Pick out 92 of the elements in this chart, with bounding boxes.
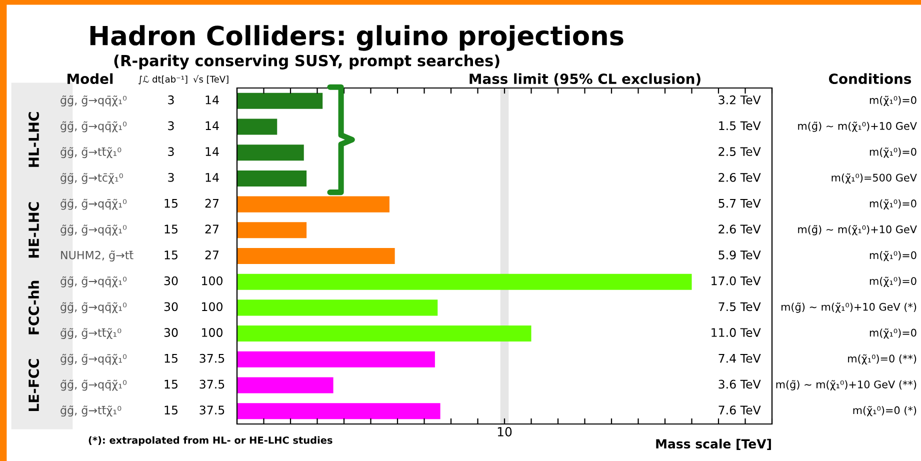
- text: √s [TeV]: [193, 75, 228, 84]
- bar: [237, 377, 334, 394]
- text: 30: [164, 302, 178, 312]
- text: m(χ̃₁⁰)=0: [870, 199, 916, 210]
- text: HL-LHC: [28, 112, 40, 167]
- text: 15: [164, 198, 178, 208]
- text: m(χ̃₁⁰)=0: [870, 147, 916, 158]
- text: m(g̃) ~ m(χ̃₁⁰)+10 GeV (*): [782, 302, 916, 313]
- text: HE-LHC: [28, 202, 40, 258]
- text: 14: [206, 121, 219, 130]
- bar: [237, 92, 323, 109]
- text: 15: [164, 380, 178, 389]
- data-label: 17.0 TeV: [712, 276, 761, 286]
- text: 3: [168, 172, 174, 182]
- data-label: 3.6 TeV: [718, 380, 761, 389]
- text: 100: [202, 328, 222, 337]
- y-tick-label: g̃g̃, g̃→qq̄χ̃₁⁰: [60, 224, 127, 236]
- y-tick-label: g̃g̃, g̃→tt̄χ̃₁⁰: [60, 406, 122, 417]
- text: 27: [205, 250, 218, 260]
- data-label: 5.9 TeV: [718, 250, 761, 260]
- data-label: 2.6 TeV: [718, 172, 761, 182]
- text: Conditions: [828, 73, 912, 84]
- text: 37.5: [200, 380, 224, 389]
- text: 3: [168, 121, 174, 130]
- text: 3: [168, 147, 174, 156]
- bar: [237, 300, 438, 316]
- bar: [237, 118, 278, 135]
- text: m(g̃) ~ m(χ̃₁⁰)+10 GeV: [798, 225, 917, 236]
- y-tick-label: g̃g̃, g̃→qq̄χ̃₁⁰: [60, 95, 127, 106]
- bar: [237, 326, 532, 342]
- y-tick-label: g̃g̃, g̃→tt̄χ̃₁⁰: [60, 328, 122, 340]
- data-label: 5.7 TeV: [718, 198, 761, 208]
- y-tick-label: g̃g̃, g̃→qq̄χ̃₁⁰: [60, 198, 127, 210]
- bar: [237, 403, 440, 420]
- text: LE-FCC: [28, 359, 40, 411]
- data-label: 7.4 TeV: [718, 354, 761, 363]
- text: 14: [206, 147, 219, 156]
- y-tick-label: g̃g̃, g̃→qq̄χ̃₁⁰: [60, 354, 127, 365]
- y-tick-label: g̃g̃, g̃→qq̄χ̃₁⁰: [60, 380, 127, 391]
- text: 15: [164, 224, 178, 234]
- text: Mass limit (95% CL exclusion): [470, 73, 700, 86]
- bar: [237, 351, 435, 368]
- y-tick-label: NUHM2, g̃→tt̄: [61, 250, 134, 262]
- text: 15: [164, 354, 178, 363]
- y-tick-label: g̃g̃, g̃→qq̄χ̃₁⁰: [60, 121, 127, 132]
- y-tick-label: g̃g̃, g̃→qq̄χ̃₁⁰: [60, 276, 127, 288]
- text: 30: [164, 276, 178, 286]
- text: m(χ̃₁⁰)=0: [870, 276, 916, 287]
- text: 37.5: [200, 354, 224, 363]
- bar: [237, 248, 395, 264]
- bar: [237, 196, 390, 212]
- text: m(χ̃₁⁰)=500 GeV: [832, 173, 917, 184]
- text: 15: [164, 406, 178, 414]
- text: 27: [205, 198, 218, 208]
- text: 14: [206, 96, 219, 104]
- text: 30: [164, 328, 178, 337]
- text: Model: [68, 73, 113, 84]
- chart-title: Hadron Colliders: gluino projections: [90, 25, 624, 51]
- y-tick-label: g̃g̃, g̃→tc̄χ̃₁⁰: [60, 172, 123, 184]
- text: FCC-hh: [28, 280, 40, 334]
- x-tick-label: 10: [498, 427, 512, 436]
- y-tick-label: g̃g̃, g̃→qq̄χ̃₁⁰: [60, 302, 127, 314]
- bar: [237, 222, 307, 238]
- bar: [237, 170, 307, 186]
- text: 27: [205, 224, 218, 234]
- text: 37.5: [200, 406, 224, 414]
- x-axis-title: Mass scale [TeV]: [656, 438, 771, 450]
- data-label: 1.5 TeV: [719, 121, 761, 130]
- data-label: 3.2 TeV: [718, 95, 761, 104]
- data-label: 7.5 TeV: [718, 302, 761, 312]
- text: m(g̃) ~ m(χ̃₁⁰)+10 GeV: [798, 122, 917, 132]
- chart-subtitle: (R-parity conserving SUSY, prompt searches): [114, 54, 500, 70]
- text: 15: [164, 250, 178, 260]
- text: m(χ̃₁⁰)=0 (*): [853, 406, 916, 416]
- y-tick-label: g̃g̃, g̃→tt̄χ̃₁⁰: [60, 147, 122, 158]
- data-label: 2.5 TeV: [718, 147, 761, 156]
- text: m(χ̃₁⁰)=0 (**): [848, 354, 916, 365]
- text: m(g̃) ~ m(χ̃₁⁰)+10 GeV (**): [776, 380, 916, 390]
- bar: [237, 274, 692, 290]
- text: m(χ̃₁⁰)=0: [870, 96, 916, 106]
- data-label: 11.0 TeV: [712, 328, 761, 337]
- text: m(χ̃₁⁰)=0: [870, 328, 916, 339]
- data-label: 2.6 TeV: [718, 224, 761, 234]
- text: 14: [206, 173, 219, 182]
- text: 100: [202, 302, 222, 312]
- text: (*): extrapolated from HL- or HE-LHC studies: [88, 436, 332, 446]
- bar: [237, 144, 304, 161]
- text: ∫ℒ dt[ab⁻¹]: [138, 76, 188, 84]
- text: m(χ̃₁⁰)=0: [870, 250, 916, 262]
- text: 100: [202, 276, 222, 286]
- text: 3: [168, 95, 174, 104]
- data-label: 7.6 TeV: [718, 406, 761, 414]
